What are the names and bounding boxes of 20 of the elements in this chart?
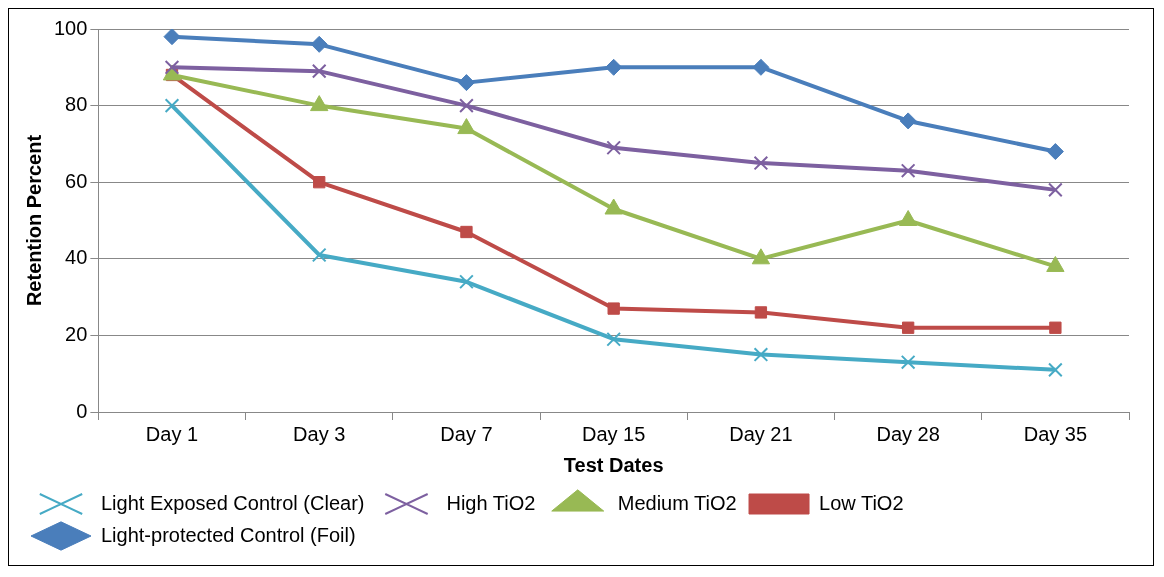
y-tick-label: 60 <box>65 169 88 192</box>
legend-label: Light-protected Control (Foil) <box>101 523 356 546</box>
y-tick-label: 80 <box>65 93 88 116</box>
y-tick-label: 40 <box>65 246 88 269</box>
x-tick-label: Day 15 <box>582 422 646 445</box>
y-tick-label: 100 <box>53 16 88 39</box>
legend-label: Low TiO2 <box>819 491 904 514</box>
x-tick-label: Day 3 <box>293 422 346 445</box>
y-tick-label: 20 <box>65 322 88 345</box>
x-tick-label: Day 28 <box>876 422 940 445</box>
x-axis-title: Test Dates <box>563 453 664 476</box>
legend-label: Medium TiO2 <box>617 491 737 514</box>
x-tick-label: Day 7 <box>440 422 493 445</box>
legend-label: Light Exposed Control (Clear) <box>101 491 365 514</box>
y-tick-label: 0 <box>76 399 88 422</box>
x-tick-label: Day 35 <box>1023 422 1088 445</box>
x-tick-label: Day 21 <box>729 422 793 445</box>
legend-label: High TiO2 <box>446 491 536 514</box>
x-tick-label: Day 1 <box>145 422 199 445</box>
y-axis-title: Retention Percent <box>22 134 45 307</box>
